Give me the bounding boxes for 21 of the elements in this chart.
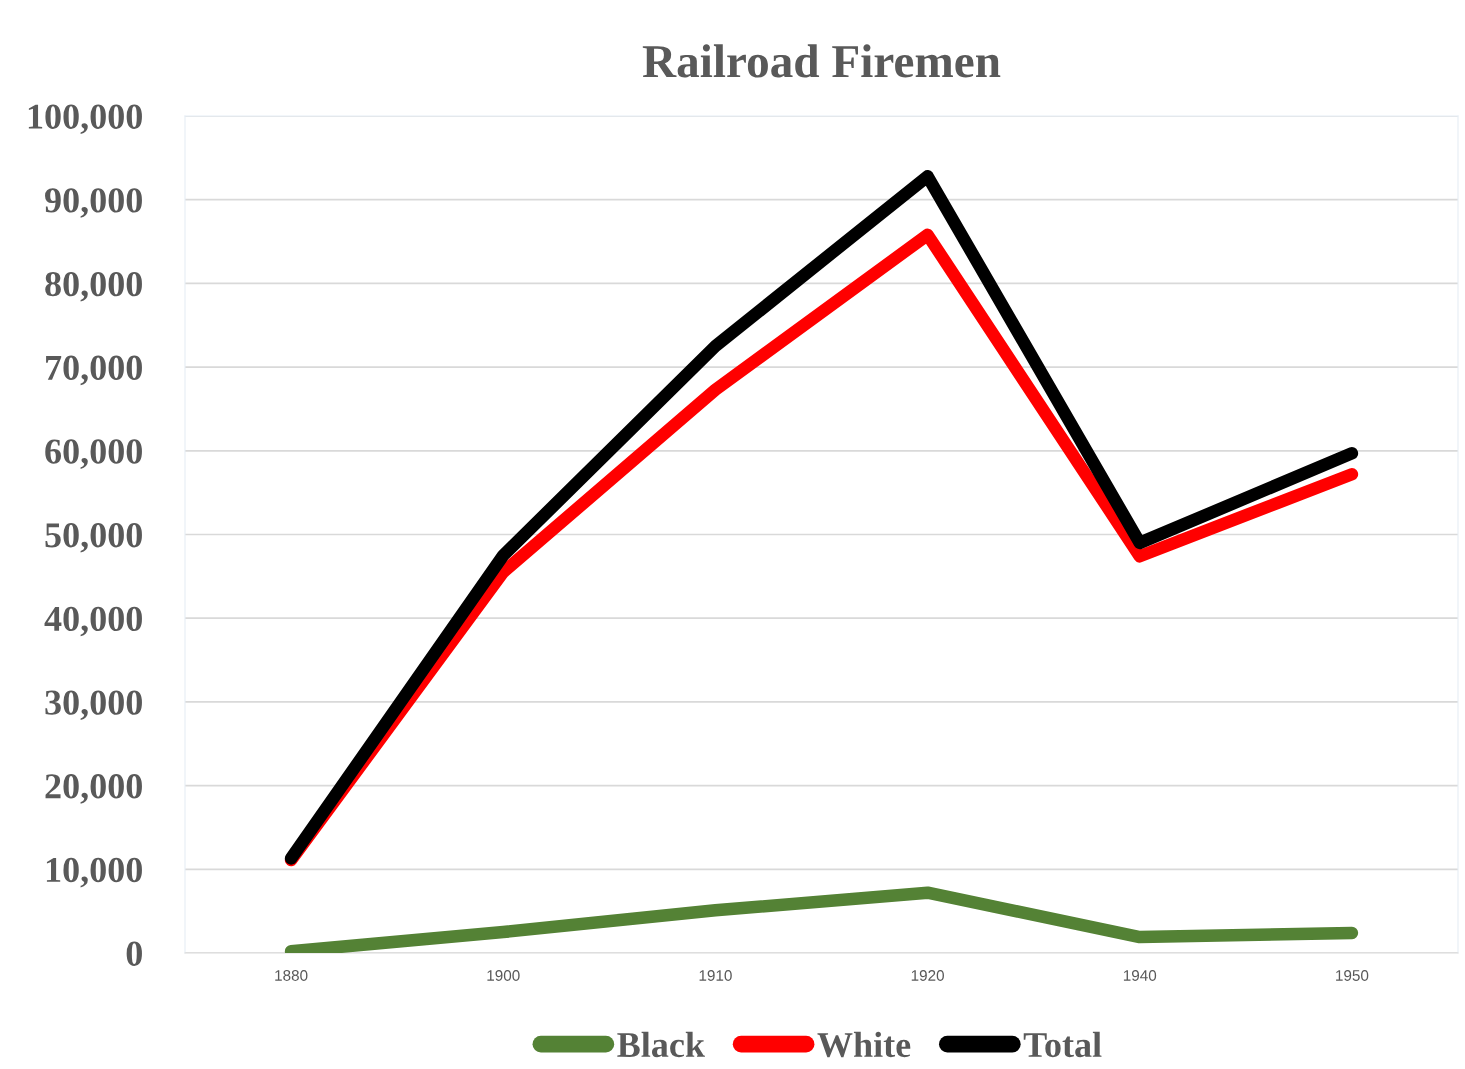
- y-tick-label: 20,000: [45, 774, 142, 804]
- y-tick-label: 90,000: [45, 188, 142, 218]
- legend-label: Black: [617, 1031, 705, 1058]
- y-tick-label: 40,000: [44, 606, 142, 637]
- y-tick-label: 80,000: [45, 271, 142, 302]
- y-tick-label: 70,000: [46, 355, 142, 386]
- x-tick-label: 1940: [1123, 970, 1157, 981]
- chart-title: Railroad Firemen: [642, 44, 1001, 78]
- x-tick-label: 1880: [275, 970, 308, 981]
- y-tick-label: 0: [126, 941, 142, 966]
- y-tick-label: 30,000: [45, 690, 142, 721]
- y-tick-label: 50,000: [45, 523, 142, 553]
- x-tick-label: 1900: [487, 970, 520, 981]
- y-tick-label: 10,000: [46, 857, 142, 888]
- x-tick-label: 1920: [911, 970, 944, 981]
- legend-label: White: [817, 1031, 911, 1058]
- x-tick-label: 1950: [1336, 970, 1369, 981]
- legend-label: Total: [1023, 1031, 1102, 1058]
- x-tick-label: 1910: [699, 970, 732, 981]
- y-tick-label: 100,000: [28, 104, 142, 135]
- y-tick-label: 60,000: [45, 439, 142, 469]
